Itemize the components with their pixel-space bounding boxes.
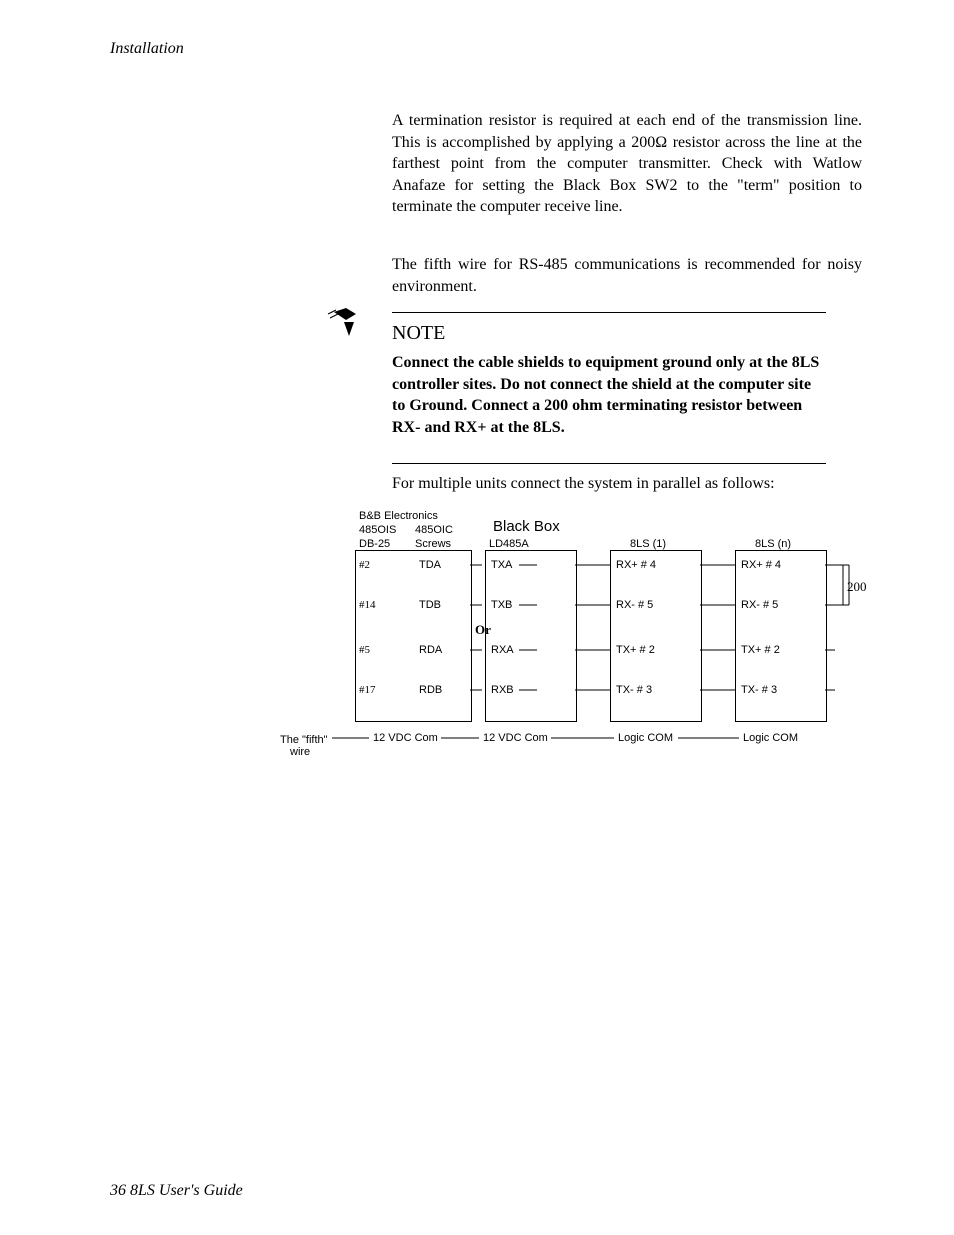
note-icon [326, 306, 372, 340]
db25-0: #2 [359, 559, 370, 571]
ls1-2: TX+ # 2 [616, 644, 655, 656]
note-rule-top [392, 312, 826, 313]
lsn-0: RX+ # 4 [741, 559, 781, 571]
bbox-2: RXA [491, 644, 514, 656]
paragraph-2: The fifth wire for RS-485 communications… [392, 254, 862, 297]
note-body: Connect the cable shields to equipment g… [392, 352, 826, 438]
bbox-0: TXA [491, 559, 512, 571]
screws-0: TDA [419, 559, 441, 571]
page-footer: 36 8LS User's Guide [110, 1182, 243, 1200]
lsn-1: RX- # 5 [741, 599, 778, 611]
lsn-3: TX- # 3 [741, 684, 777, 696]
screws-2: RDA [419, 644, 442, 656]
db25-3: #17 [359, 684, 376, 696]
db25-1: #14 [359, 599, 376, 611]
ls1-0: RX+ # 4 [616, 559, 656, 571]
com-bbox: 12 VDC Com [483, 732, 548, 744]
paragraph-1: A termination resistor is required at ea… [392, 110, 862, 218]
bbox-1: TXB [491, 599, 512, 611]
ls1-3: TX- # 3 [616, 684, 652, 696]
ls1-1: RX- # 5 [616, 599, 653, 611]
note-rule-bottom [392, 463, 826, 464]
com-ls1: Logic COM [618, 732, 673, 744]
note-heading: NOTE [392, 322, 445, 345]
diagram-lines [280, 510, 860, 770]
wiring-diagram: B&B Electronics485OIS485OICDB-25ScrewsBl… [280, 510, 860, 770]
screws-3: RDB [419, 684, 442, 696]
com-lsn: Logic COM [743, 732, 798, 744]
db25-2: #5 [359, 644, 370, 656]
com-bnb: 12 VDC Com [373, 732, 438, 744]
lsn-2: TX+ # 2 [741, 644, 780, 656]
paragraph-3: For multiple units connect the system in… [392, 475, 775, 493]
screws-1: TDB [419, 599, 441, 611]
header-section-label: Installation [110, 40, 184, 58]
bbox-3: RXB [491, 684, 514, 696]
